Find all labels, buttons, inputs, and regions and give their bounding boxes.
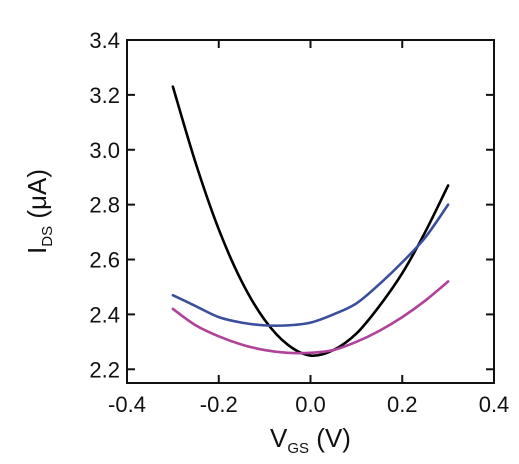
y-tick-label: 2.2 <box>89 357 120 382</box>
y-tick-label: 2.4 <box>89 302 120 327</box>
series-layer <box>171 85 450 358</box>
y-tick-label: 2.8 <box>89 193 120 218</box>
y-tick-label: 3.0 <box>89 138 120 163</box>
x-tick-label: 0.4 <box>479 392 510 417</box>
ticks-layer <box>126 39 495 383</box>
tick-labels-layer: -0.4 -0.2 0.0 0.2 0.4 2.2 2.4 2.6 2.8 3.0 3.2 3.4 <box>89 28 509 417</box>
y-axis-title-sub: DS <box>39 226 56 247</box>
x-axis-title-main: V <box>270 423 288 453</box>
x-axis-title-sub: GS <box>287 440 309 457</box>
y-axis-title-unit: (μA) <box>22 169 52 226</box>
x-tick-label: 0.2 <box>387 392 418 417</box>
x-axis-title-unit: (V) <box>309 423 351 453</box>
x-tick-label: -0.4 <box>108 392 146 417</box>
series-line-1 <box>171 85 450 358</box>
y-axis-title-main: I <box>22 247 52 254</box>
y-tick-label: 2.6 <box>89 248 120 273</box>
y-tick-label: 3.4 <box>89 28 120 53</box>
y-tick-label: 3.2 <box>89 83 120 108</box>
y-axis-title: IDS (μA) <box>22 169 56 254</box>
x-axis-title: VGS (V) <box>270 423 351 457</box>
plot-frame <box>126 39 495 384</box>
x-tick-label: 0.0 <box>295 392 326 417</box>
series-line-2 <box>171 203 450 328</box>
x-tick-label: -0.2 <box>200 392 238 417</box>
series-line-3 <box>171 280 450 355</box>
